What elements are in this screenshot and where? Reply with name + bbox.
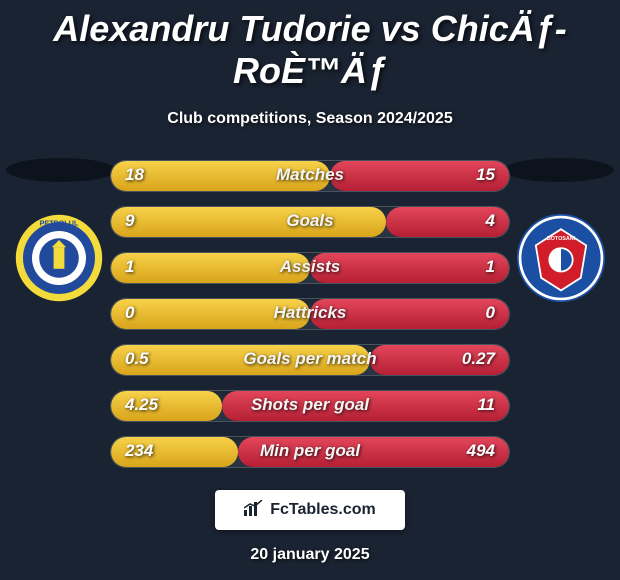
comparison-container: PETROLUL BOTOSANI Matches18 15 Goals9 4 Assi… [0,158,620,564]
stat-label: Matches [111,165,509,185]
stat-value-right: 494 [467,441,495,461]
stat-label: Goals [111,211,509,231]
stat-value-left: 0.5 [125,349,149,369]
stat-value-right: 15 [476,165,495,185]
svg-text:BOTOSANI: BOTOSANI [547,236,576,242]
stat-row: Min per goal234 494 [110,436,510,468]
date-text: 20 january 2025 [0,546,620,564]
credit-box: FcTables.com [215,490,405,530]
subtitle: Club competitions, Season 2024/2025 [0,110,620,128]
stat-label: Min per goal [111,441,509,461]
stat-row: Assists1 1 [110,252,510,284]
stat-value-right: 0.27 [462,349,495,369]
stat-row: Matches18 15 [110,160,510,192]
stats-list: Matches1815Goals94Assists11Hattricks00Go… [110,158,510,468]
stat-value-right: 4 [486,211,495,231]
club-badge-left: PETROLUL [14,213,104,303]
svg-text:PETROLUL: PETROLUL [40,219,79,228]
badge-shadow-left [6,158,116,182]
stat-label: Assists [111,257,509,277]
petrolul-badge-icon: PETROLUL [14,213,104,303]
badge-shadow-right [504,158,614,182]
stat-row: Goals9 4 [110,206,510,238]
stat-value-left: 234 [125,441,153,461]
stat-label: Shots per goal [111,395,509,415]
stat-value-left: 18 [125,165,144,185]
credit-text: FcTables.com [270,501,376,519]
stat-row: Goals per match0.5 0.27 [110,344,510,376]
stat-value-right: 11 [477,395,495,415]
stat-row: Hattricks0 0 [110,298,510,330]
stat-label: Goals per match [111,349,509,369]
stat-value-left: 1 [125,257,134,277]
stat-value-right: 0 [486,303,495,323]
chart-icon [244,500,264,521]
stat-value-left: 4.25 [125,395,158,415]
club-badge-right: BOTOSANI [516,213,606,303]
stat-value-left: 0 [125,303,134,323]
page-title: Alexandru Tudorie vs ChicÄƒ-RoÈ™Äƒ [0,0,620,92]
botosani-badge-icon: BOTOSANI [516,213,606,303]
stat-row: Shots per goal4.25 11 [110,390,510,422]
stat-value-right: 1 [486,257,495,277]
stat-label: Hattricks [111,303,509,323]
stat-value-left: 9 [125,211,134,231]
